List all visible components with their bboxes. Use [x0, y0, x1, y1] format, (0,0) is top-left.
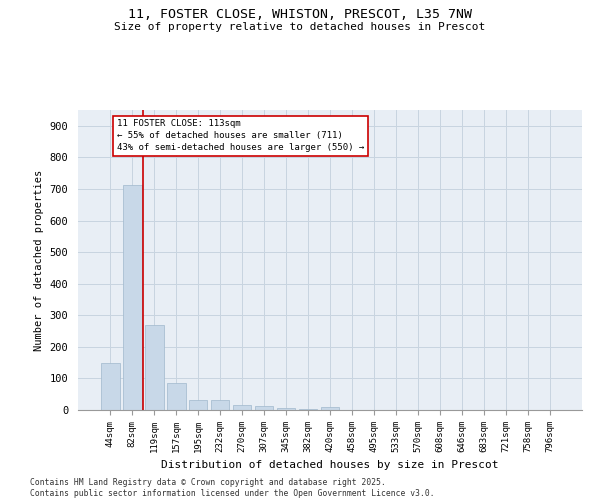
Bar: [320, 408, 340, 410]
Bar: [167, 383, 185, 410]
Bar: [145, 324, 164, 410]
Bar: [211, 400, 229, 410]
X-axis label: Distribution of detached houses by size in Prescot: Distribution of detached houses by size …: [161, 460, 499, 470]
Bar: [189, 400, 208, 410]
Bar: [233, 404, 251, 410]
Text: 11, FOSTER CLOSE, WHISTON, PRESCOT, L35 7NW: 11, FOSTER CLOSE, WHISTON, PRESCOT, L35 …: [128, 8, 472, 20]
Bar: [255, 406, 274, 410]
Text: Size of property relative to detached houses in Prescot: Size of property relative to detached ho…: [115, 22, 485, 32]
Bar: [101, 362, 119, 410]
Text: Contains HM Land Registry data © Crown copyright and database right 2025.
Contai: Contains HM Land Registry data © Crown c…: [30, 478, 434, 498]
Bar: [123, 186, 142, 410]
Bar: [277, 408, 295, 410]
Bar: [299, 409, 317, 410]
Y-axis label: Number of detached properties: Number of detached properties: [34, 170, 44, 350]
Text: 11 FOSTER CLOSE: 113sqm
← 55% of detached houses are smaller (711)
43% of semi-d: 11 FOSTER CLOSE: 113sqm ← 55% of detache…: [117, 120, 364, 152]
